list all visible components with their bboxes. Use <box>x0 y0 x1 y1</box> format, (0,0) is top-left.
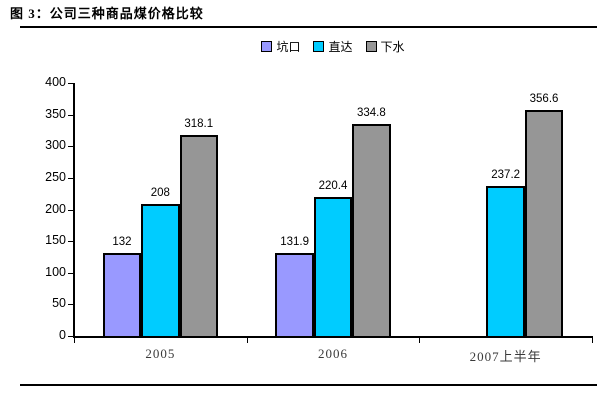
y-axis-tick <box>68 241 74 243</box>
y-axis-tick-label: 250 <box>45 169 66 184</box>
x-axis-category-label: 2005 <box>145 346 176 361</box>
y-axis-tick-label: 150 <box>45 233 66 248</box>
bar-2005-坑口 <box>102 252 142 338</box>
legend-swatch-icon <box>365 40 377 52</box>
x-axis-category-label: 2007上半年 <box>469 349 542 364</box>
bar-2007上半年-下水 <box>524 110 564 338</box>
y-axis-tick-label: 400 <box>45 75 66 89</box>
y-axis-tick <box>68 209 74 211</box>
bar-value-label: 237.2 <box>491 168 521 181</box>
y-axis-tick <box>68 83 74 84</box>
legend-item: 直达 <box>313 38 353 55</box>
bar-2005-下水 <box>179 134 218 338</box>
bar-value-label: 356.6 <box>529 93 559 106</box>
legend-item: 坑口 <box>261 38 300 55</box>
legend-swatch-icon <box>313 40 325 52</box>
bar-value-label: 220.4 <box>318 179 348 192</box>
y-axis-line <box>73 83 75 338</box>
x-axis-category-label: 2006 <box>318 346 348 361</box>
figure-title: 图 3：公司三种商品煤价格比较 <box>10 6 204 21</box>
bar-2006-下水 <box>352 124 391 338</box>
y-axis-tick <box>68 336 74 337</box>
y-axis-tick-label: 0 <box>59 328 66 342</box>
y-axis-tick-label: 50 <box>52 296 66 311</box>
legend-label: 坑口 <box>276 39 301 54</box>
bar-value-label: 208 <box>150 187 170 200</box>
y-axis-tick <box>68 114 74 116</box>
top-divider-line <box>20 26 597 28</box>
bottom-divider-line <box>20 384 597 386</box>
bar-2006-坑口 <box>275 252 314 338</box>
y-axis-tick-label: 200 <box>45 201 66 216</box>
bar-value-label: 131.9 <box>280 235 310 248</box>
y-axis-tick-label: 300 <box>45 138 66 153</box>
chart-legend: 坑口 直达 下水 <box>74 38 592 54</box>
y-axis-tick <box>68 304 74 306</box>
y-axis-tick-label: 350 <box>45 106 66 121</box>
bar-2006-直达 <box>313 196 353 338</box>
x-axis-tick <box>246 338 248 343</box>
bar-2007上半年-直达 <box>486 185 525 338</box>
y-axis-tick <box>68 146 74 148</box>
y-axis-tick <box>68 272 74 274</box>
y-axis-tick-label: 100 <box>45 264 66 279</box>
legend-swatch-icon <box>261 40 273 52</box>
bar-value-label: 132 <box>112 235 132 248</box>
legend-label: 直达 <box>328 39 353 54</box>
x-axis-tick <box>592 338 593 343</box>
x-axis-tick <box>74 338 75 343</box>
legend-item: 下水 <box>365 38 405 55</box>
bar-value-label: 334.8 <box>356 107 386 120</box>
bar-value-label: 318.1 <box>184 117 214 130</box>
bar-2005-直达 <box>141 204 180 338</box>
x-axis-tick <box>419 338 421 343</box>
legend-label: 下水 <box>380 39 405 54</box>
y-axis-tick <box>68 177 74 179</box>
